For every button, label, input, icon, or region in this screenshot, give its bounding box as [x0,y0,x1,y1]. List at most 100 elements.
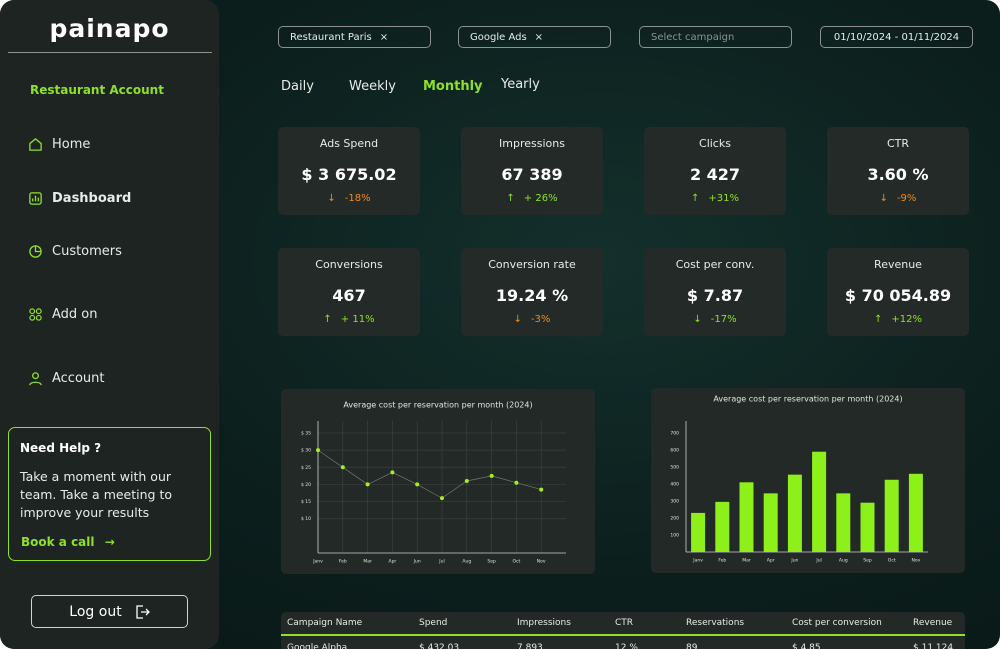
trend-arrow: ↑ [506,193,515,204]
help-box: Need Help ? Take a moment with our team.… [8,427,211,561]
column-header: Revenue [913,618,953,628]
date-label: 01/10/2024 - 01/11/2024 [833,31,960,43]
y-tick-label: 400 [670,482,679,488]
change-label: +31% [708,193,739,204]
nav-label: Customers [52,244,122,259]
line-point [464,479,469,483]
bar [884,479,899,552]
x-tick-label: Janv [692,558,703,564]
filter-chip[interactable]: Restaurant Paris × [278,26,431,48]
line-series [317,449,542,499]
column-header: Reservations [686,618,745,628]
line-point [415,482,420,487]
period-tab[interactable]: Yearly [501,77,540,92]
period-tab[interactable]: Monthly [423,79,483,94]
nav-item[interactable]: Customers [28,244,122,259]
bar [860,502,875,552]
line-point [316,448,320,453]
trend-arrow: ↓ [513,314,522,325]
trend-arrow: ↓ [693,314,702,325]
nav-item[interactable]: Dashboard [28,191,131,206]
x-tick-label: Nov [537,559,546,565]
bar [739,482,754,552]
trend-arrow: ↑ [874,314,883,325]
chart-card: Average cost per reservation per month (… [281,389,595,574]
logout-button[interactable]: Log out [31,595,188,628]
kpi-value: 467 [332,286,366,305]
y-tick-label: $ 10 [301,516,311,522]
y-tick-label: 300 [670,499,679,505]
nav-label: Add on [52,307,98,322]
kpi-label: CTR [886,137,910,150]
period-tab[interactable]: Daily [281,79,314,94]
logout-label: Log out [69,603,122,620]
kpi-change: ↑ +31% [644,193,786,204]
nav-label: Home [52,137,91,152]
y-tick-label: 100 [670,533,679,539]
x-tick-label: Mar [363,559,372,565]
nav-item[interactable]: Add on [28,307,98,322]
kpi-label: Impressions [499,137,565,150]
x-tick-label: Mar [742,558,751,564]
kpi-change: ↑ + 26% [461,193,603,204]
y-tick-label: 500 [670,465,679,471]
kpi-label: Conversion rate [488,258,576,271]
kpi-label: Clicks [699,137,731,150]
trend-arrow: ↑ [691,193,700,204]
bar [812,451,827,552]
chip-label: Google Ads [470,31,527,43]
chart-title: Average cost per reservation per month (… [713,395,902,404]
x-tick-label: Apr [389,559,397,565]
x-tick-label: Feb [339,559,347,565]
kpi-card: Clicks 2 427 ↑ +31% [644,127,786,215]
table-cell: 7 893 [517,643,543,649]
x-tick-label: Janv [312,559,323,565]
nav-icon [29,372,42,386]
nav-item[interactable]: Home [28,137,90,152]
table-cell: $ 4.85 [792,643,821,649]
line-point [539,487,544,492]
y-tick-label: $ 35 [301,431,311,437]
bar [836,493,851,552]
line-point [489,473,494,478]
remove-icon: × [534,31,544,43]
x-tick-label: Aug [462,559,471,565]
x-tick-label: Jul [438,559,444,565]
change-label: +12% [891,314,922,325]
campaign-select[interactable]: Select campaign [639,26,792,48]
column-header: Impressions [517,618,571,628]
x-tick-label: Nov [912,558,921,564]
change-label: + 11% [340,314,375,325]
column-header: CTR [615,618,634,628]
kpi-change: ↑ + 11% [278,314,420,325]
y-tick-label: $ 25 [301,465,311,471]
filter-chip[interactable]: Google Ads × [458,26,611,48]
x-tick-label: Oct [513,559,521,565]
nav-item[interactable]: Account [28,371,105,386]
date-range[interactable]: 01/10/2024 - 01/11/2024 [820,26,973,48]
bar [715,501,730,552]
line-point [390,470,395,475]
x-tick-label: Oct [888,558,896,564]
line-point [440,496,444,501]
remove-icon: × [379,31,389,43]
kpi-label: Ads Spend [319,137,379,150]
nav-label: Dashboard [52,191,132,206]
divider [8,52,212,53]
kpi-card: Ads Spend $ 3 675.02 ↓ -18% [278,127,420,215]
trend-arrow: ↑ [323,314,332,325]
bar [787,474,802,552]
kpi-change: ↓ -3% [461,314,603,325]
kpi-change: ↓ -9% [827,193,969,204]
kpi-card: Conversions 467 ↑ + 11% [278,248,420,336]
book-call-link[interactable]: Book a call → [21,535,115,549]
y-tick-label: $ 20 [301,482,311,488]
column-header: Spend [419,618,448,628]
bar [908,473,923,552]
select-placeholder: Select campaign [651,31,735,43]
period-tab[interactable]: Weekly [349,79,396,94]
y-tick-label: 700 [670,431,679,437]
table-cell: $ 432.03 [419,643,460,649]
nav-label: Account [52,371,105,386]
kpi-value: $ 70 054.89 [844,286,952,305]
